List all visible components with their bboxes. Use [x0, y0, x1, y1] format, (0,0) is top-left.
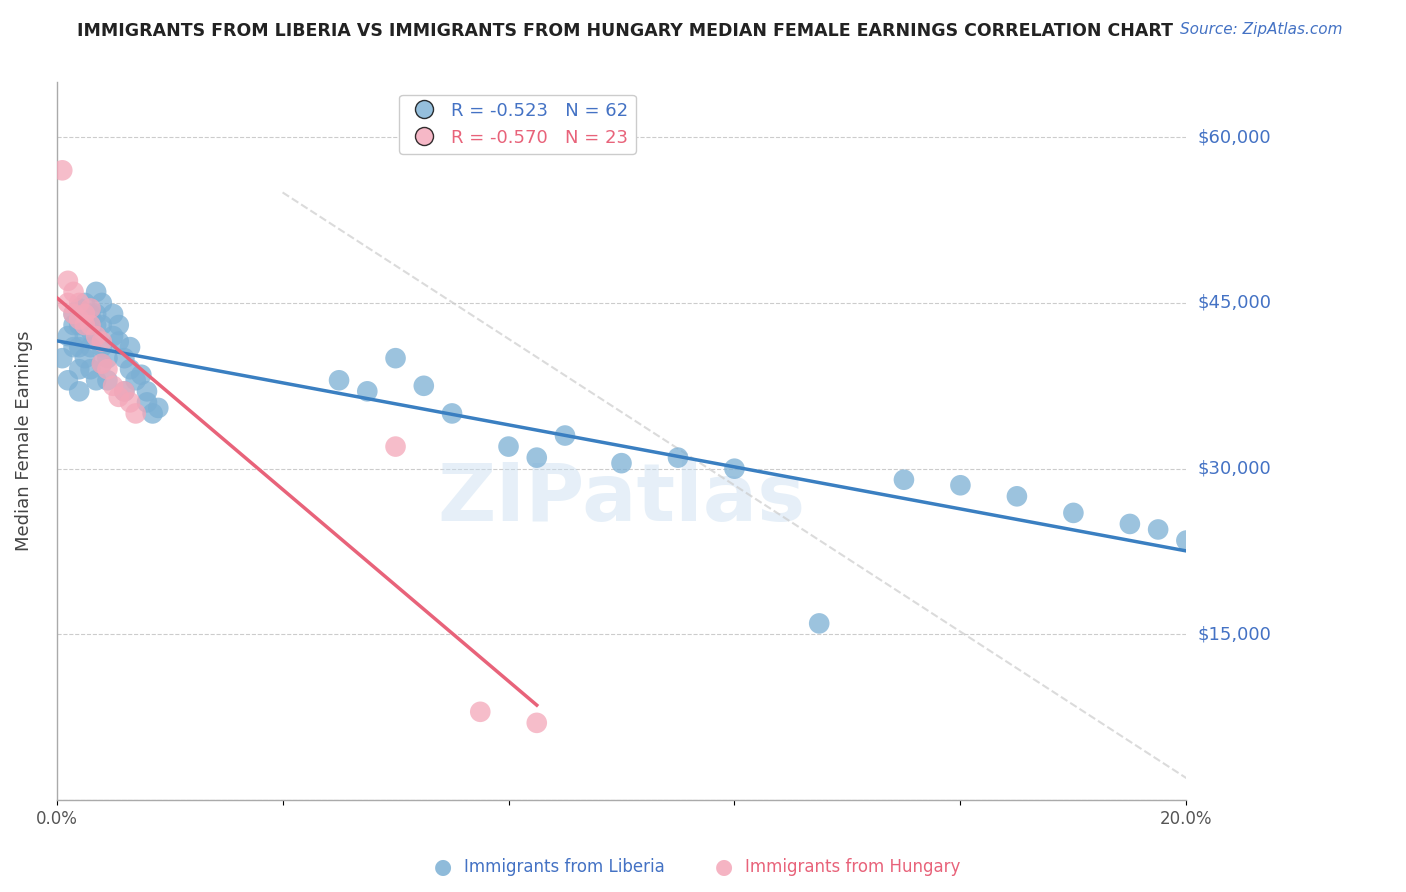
- Point: [90, 318, 112, 332]
- Point: [148, 401, 170, 415]
- Point: [1119, 516, 1142, 531]
- Text: ●: ●: [716, 857, 733, 877]
- Point: [90, 334, 112, 349]
- Point: [356, 384, 378, 399]
- Point: [142, 406, 165, 420]
- Point: [90, 357, 112, 371]
- Point: [554, 428, 576, 442]
- Point: [808, 616, 831, 631]
- Point: [1147, 523, 1170, 537]
- Point: [470, 705, 492, 719]
- Point: [73, 312, 96, 326]
- Point: [384, 440, 406, 454]
- Point: [84, 285, 107, 299]
- Point: [56, 274, 79, 288]
- Point: [96, 351, 118, 366]
- Point: [73, 329, 96, 343]
- Point: [107, 390, 129, 404]
- Point: [84, 318, 107, 332]
- Point: [101, 307, 124, 321]
- Point: [67, 296, 90, 310]
- Point: [112, 351, 135, 366]
- Point: [73, 307, 96, 321]
- Point: [107, 318, 129, 332]
- Point: [666, 450, 689, 465]
- Point: [131, 368, 153, 382]
- Point: [73, 318, 96, 332]
- Point: [125, 373, 148, 387]
- Point: [101, 379, 124, 393]
- Text: Immigrants from Liberia: Immigrants from Liberia: [464, 858, 665, 876]
- Point: [56, 373, 79, 387]
- Point: [118, 395, 141, 409]
- Text: IMMIGRANTS FROM LIBERIA VS IMMIGRANTS FROM HUNGARY MEDIAN FEMALE EARNINGS CORREL: IMMIGRANTS FROM LIBERIA VS IMMIGRANTS FR…: [77, 22, 1174, 40]
- Point: [67, 318, 90, 332]
- Point: [67, 301, 90, 316]
- Point: [62, 318, 84, 332]
- Point: [90, 357, 112, 371]
- Point: [1062, 506, 1084, 520]
- Text: ZIPatlas: ZIPatlas: [437, 459, 806, 538]
- Point: [96, 373, 118, 387]
- Point: [96, 362, 118, 376]
- Point: [51, 351, 73, 366]
- Point: [1005, 489, 1028, 503]
- Point: [79, 318, 101, 332]
- Point: [67, 312, 90, 326]
- Point: [67, 362, 90, 376]
- Text: $45,000: $45,000: [1198, 294, 1271, 312]
- Point: [112, 384, 135, 399]
- Point: [125, 406, 148, 420]
- Point: [90, 340, 112, 354]
- Text: $30,000: $30,000: [1198, 459, 1271, 478]
- Point: [79, 362, 101, 376]
- Point: [51, 163, 73, 178]
- Y-axis label: Median Female Earnings: Median Female Earnings: [15, 331, 32, 551]
- Point: [136, 384, 159, 399]
- Point: [90, 296, 112, 310]
- Point: [893, 473, 915, 487]
- Point: [1175, 533, 1198, 548]
- Point: [84, 373, 107, 387]
- Text: $15,000: $15,000: [1198, 625, 1271, 643]
- Point: [136, 395, 159, 409]
- Point: [498, 440, 520, 454]
- Point: [328, 373, 350, 387]
- Point: [62, 285, 84, 299]
- Point: [62, 307, 84, 321]
- Point: [79, 340, 101, 354]
- Text: $60,000: $60,000: [1198, 128, 1271, 146]
- Point: [610, 456, 633, 470]
- Point: [101, 329, 124, 343]
- Point: [107, 334, 129, 349]
- Point: [949, 478, 972, 492]
- Point: [79, 301, 101, 316]
- Point: [412, 379, 434, 393]
- Legend: R = -0.523   N = 62, R = -0.570   N = 23: R = -0.523 N = 62, R = -0.570 N = 23: [399, 95, 636, 154]
- Point: [84, 307, 107, 321]
- Point: [723, 461, 745, 475]
- Text: Immigrants from Hungary: Immigrants from Hungary: [745, 858, 960, 876]
- Point: [62, 340, 84, 354]
- Point: [62, 307, 84, 321]
- Point: [112, 384, 135, 399]
- Point: [56, 329, 79, 343]
- Point: [118, 362, 141, 376]
- Point: [441, 406, 464, 420]
- Text: ●: ●: [434, 857, 451, 877]
- Point: [67, 384, 90, 399]
- Point: [79, 324, 101, 338]
- Point: [79, 307, 101, 321]
- Point: [73, 296, 96, 310]
- Text: Source: ZipAtlas.com: Source: ZipAtlas.com: [1180, 22, 1343, 37]
- Point: [384, 351, 406, 366]
- Point: [526, 450, 548, 465]
- Point: [56, 296, 79, 310]
- Point: [118, 340, 141, 354]
- Point: [84, 329, 107, 343]
- Point: [67, 340, 90, 354]
- Point: [526, 715, 548, 730]
- Point: [73, 351, 96, 366]
